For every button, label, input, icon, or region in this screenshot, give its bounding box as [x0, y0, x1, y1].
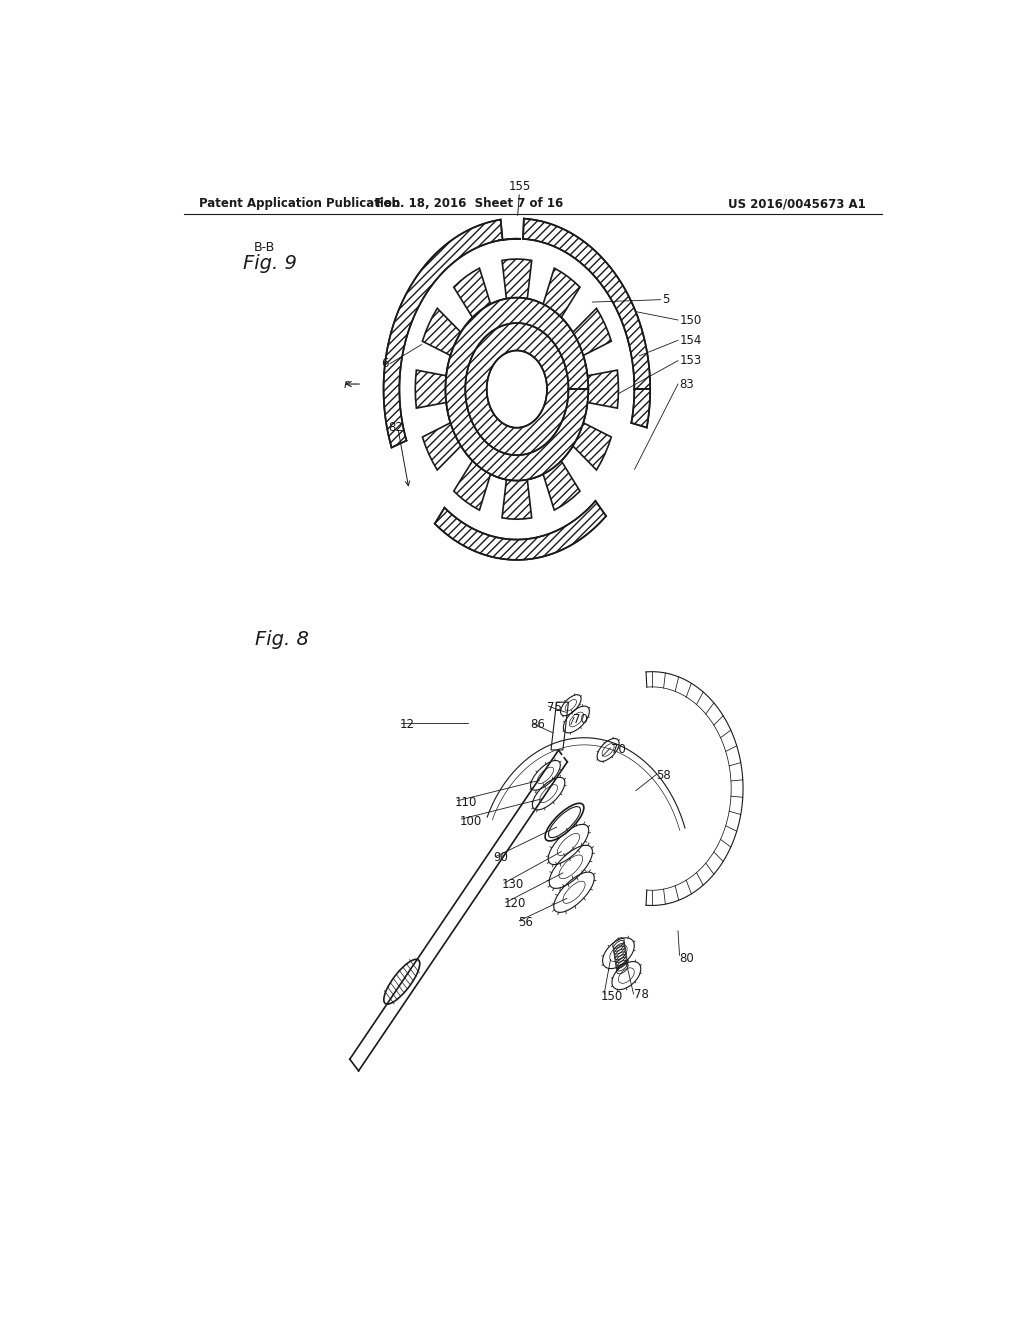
Polygon shape [499, 239, 521, 240]
Text: 90: 90 [494, 851, 508, 865]
Text: 58: 58 [656, 768, 672, 781]
Text: Fig. 8: Fig. 8 [255, 630, 309, 648]
Text: 86: 86 [530, 718, 545, 731]
Polygon shape [416, 259, 618, 519]
Polygon shape [435, 500, 606, 560]
Polygon shape [632, 389, 650, 428]
Text: 56: 56 [518, 916, 534, 929]
Text: 82: 82 [388, 421, 403, 434]
Text: 5: 5 [663, 293, 670, 306]
Text: 120: 120 [504, 896, 526, 909]
Text: 130: 130 [502, 878, 524, 891]
Polygon shape [551, 702, 568, 750]
Text: Feb. 18, 2016  Sheet 7 of 16: Feb. 18, 2016 Sheet 7 of 16 [376, 197, 563, 210]
Text: Fig. 9: Fig. 9 [243, 253, 297, 273]
Text: 153: 153 [680, 354, 701, 367]
Text: Patent Application Publication: Patent Application Publication [200, 197, 400, 210]
Text: r: r [344, 378, 348, 391]
Text: US 2016/0045673 A1: US 2016/0045673 A1 [728, 197, 866, 210]
Text: 154: 154 [680, 334, 701, 347]
Text: 78: 78 [634, 989, 649, 1002]
Text: 150: 150 [680, 314, 701, 326]
Polygon shape [445, 297, 588, 480]
Text: 6: 6 [381, 358, 388, 370]
Polygon shape [384, 219, 503, 447]
Text: 83: 83 [680, 378, 694, 391]
Text: B-B: B-B [253, 242, 274, 255]
Ellipse shape [545, 804, 584, 841]
Text: 70: 70 [610, 743, 626, 756]
Text: 75: 75 [547, 701, 562, 714]
Ellipse shape [384, 960, 420, 1005]
Polygon shape [523, 219, 650, 389]
Text: 12: 12 [399, 718, 415, 731]
Circle shape [486, 351, 547, 428]
Text: 155: 155 [509, 180, 531, 193]
Text: 70: 70 [573, 713, 588, 726]
Text: 100: 100 [460, 814, 482, 828]
Text: 150: 150 [601, 990, 624, 1003]
Text: 110: 110 [455, 796, 477, 809]
Text: 80: 80 [680, 952, 694, 965]
